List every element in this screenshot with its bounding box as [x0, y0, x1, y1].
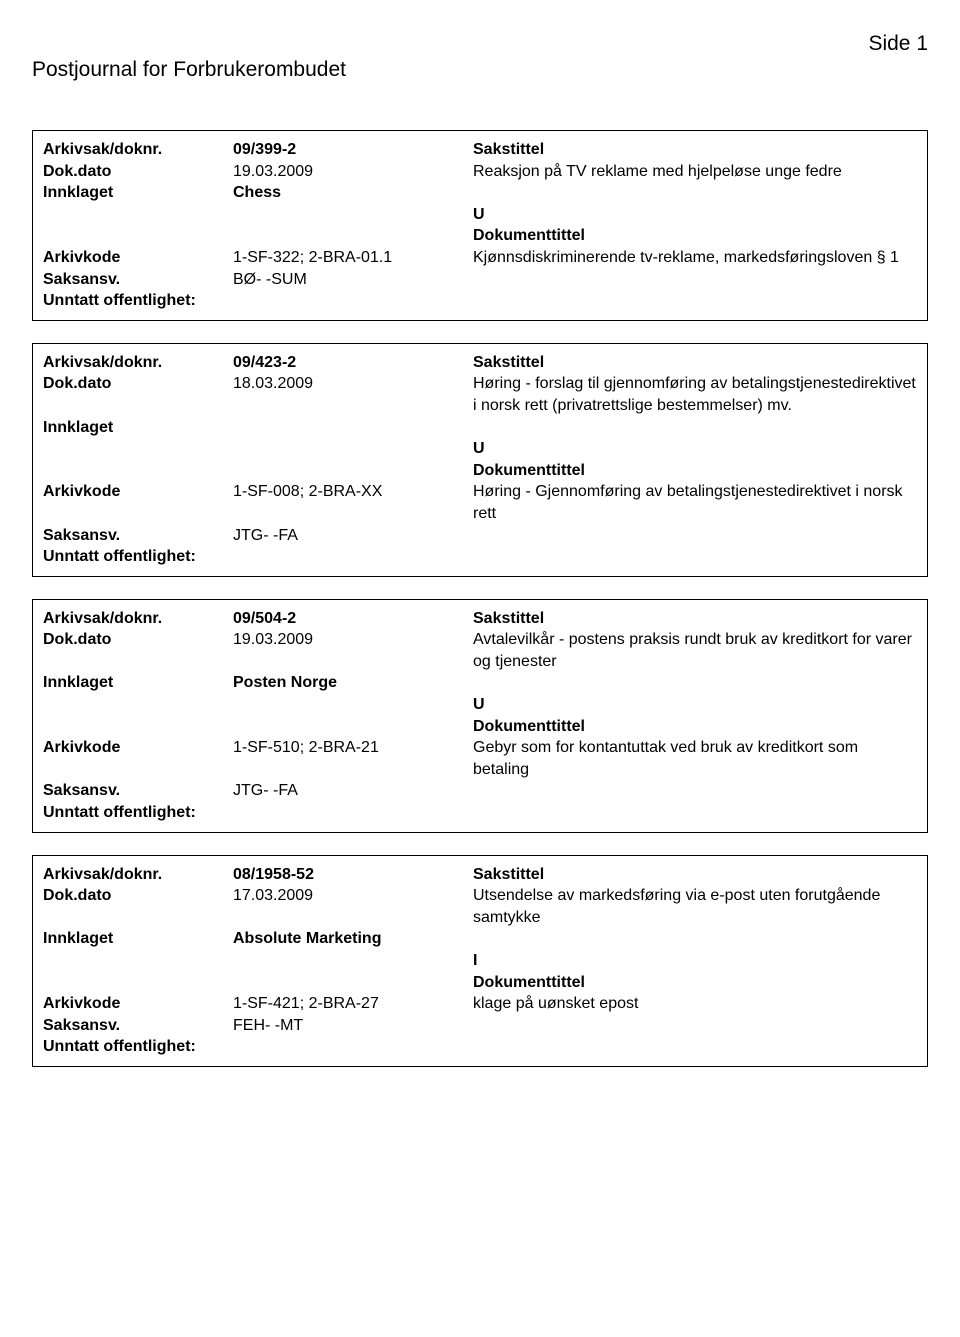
label-innklaget: Innklaget: [43, 417, 233, 439]
value-innklaget: Posten Norge: [233, 672, 473, 694]
label-sakstittel: Sakstittel: [473, 608, 917, 630]
value-innklaget: Absolute Marketing: [233, 928, 473, 950]
label-arkivsak: Arkivsak/doknr.: [43, 352, 233, 374]
label-arkivsak: Arkivsak/doknr.: [43, 608, 233, 630]
entries-container: Arkivsak/doknr. 09/399-2 Sakstittel Dok.…: [32, 130, 928, 1067]
value-dokdato: 19.03.2009: [233, 629, 473, 651]
label-saksansv: Saksansv.: [43, 780, 233, 802]
value-arkivsak: 09/423-2: [233, 352, 473, 374]
label-dokumenttittel: Dokumenttittel: [473, 460, 917, 482]
label-arkivsak: Arkivsak/doknr.: [43, 139, 233, 161]
label-arkivkode: Arkivkode: [43, 993, 233, 1015]
journal-entry: Arkivsak/doknr. 09/399-2 Sakstittel Dok.…: [32, 130, 928, 321]
value-innklaget: Chess: [233, 182, 473, 204]
label-innklaget: Innklaget: [43, 672, 233, 694]
value-dokumenttittel: Høring - Gjennomføring av betalingstjene…: [473, 481, 917, 524]
label-unntatt: Unntatt offentlighet:: [43, 546, 196, 568]
label-arkivkode: Arkivkode: [43, 737, 233, 759]
label-sakstittel: Sakstittel: [473, 139, 917, 161]
value-sakstittel: Avtalevilkår - postens praksis rundt bru…: [473, 629, 917, 672]
header-title: Postjournal for Forbrukerombudet: [32, 32, 346, 82]
header-page-number: Side 1: [868, 32, 928, 56]
value-sakstittel: Reaksjon på TV reklame med hjelpeløse un…: [473, 161, 917, 183]
value-dokumenttittel: klage på uønsket epost: [473, 993, 917, 1015]
value-arkivsak: 08/1958-52: [233, 864, 473, 886]
label-innklaget: Innklaget: [43, 182, 233, 204]
value-saksansv: FEH- -MT: [233, 1015, 473, 1037]
label-unntatt: Unntatt offentlighet:: [43, 290, 196, 312]
label-arkivsak: Arkivsak/doknr.: [43, 864, 233, 886]
page-header: Postjournal for Forbrukerombudet Side 1: [32, 32, 928, 82]
label-dokdato: Dok.dato: [43, 161, 233, 183]
journal-entry: Arkivsak/doknr. 08/1958-52 Sakstittel Do…: [32, 855, 928, 1067]
label-arkivkode: Arkivkode: [43, 247, 233, 269]
journal-entry: Arkivsak/doknr. 09/504-2 Sakstittel Dok.…: [32, 599, 928, 833]
value-doc-type: U: [473, 204, 917, 226]
value-dokdato: 18.03.2009: [233, 373, 473, 395]
value-sakstittel: Høring - forslag til gjennomføring av be…: [473, 373, 917, 416]
value-arkivkode: 1-SF-510; 2-BRA-21: [233, 737, 473, 759]
value-doc-type: U: [473, 438, 917, 460]
label-dokdato: Dok.dato: [43, 373, 233, 395]
label-unntatt: Unntatt offentlighet:: [43, 802, 196, 824]
label-dokumenttittel: Dokumenttittel: [473, 225, 917, 247]
label-sakstittel: Sakstittel: [473, 352, 917, 374]
value-arkivkode: 1-SF-421; 2-BRA-27: [233, 993, 473, 1015]
value-dokdato: 17.03.2009: [233, 885, 473, 907]
label-saksansv: Saksansv.: [43, 269, 233, 291]
value-saksansv: JTG- -FA: [233, 525, 473, 547]
label-dokdato: Dok.dato: [43, 885, 233, 907]
value-arkivsak: 09/399-2: [233, 139, 473, 161]
label-sakstittel: Sakstittel: [473, 864, 917, 886]
label-arkivkode: Arkivkode: [43, 481, 233, 503]
value-doc-type: U: [473, 694, 917, 716]
value-saksansv: BØ- -SUM: [233, 269, 473, 291]
value-arkivkode: 1-SF-322; 2-BRA-01.1: [233, 247, 473, 269]
label-dokdato: Dok.dato: [43, 629, 233, 651]
label-dokumenttittel: Dokumenttittel: [473, 972, 917, 994]
value-dokdato: 19.03.2009: [233, 161, 473, 183]
value-arkivsak: 09/504-2: [233, 608, 473, 630]
label-saksansv: Saksansv.: [43, 525, 233, 547]
label-dokumenttittel: Dokumenttittel: [473, 716, 917, 738]
label-saksansv: Saksansv.: [43, 1015, 233, 1037]
value-saksansv: JTG- -FA: [233, 780, 473, 802]
value-dokumenttittel: Gebyr som for kontantuttak ved bruk av k…: [473, 737, 917, 780]
value-dokumenttittel: Kjønnsdiskriminerende tv-reklame, marked…: [473, 247, 917, 269]
value-doc-type: I: [473, 950, 917, 972]
label-innklaget: Innklaget: [43, 928, 233, 950]
journal-entry: Arkivsak/doknr. 09/423-2 Sakstittel Dok.…: [32, 343, 928, 577]
value-sakstittel: Utsendelse av markedsføring via e-post u…: [473, 885, 917, 928]
value-arkivkode: 1-SF-008; 2-BRA-XX: [233, 481, 473, 503]
label-unntatt: Unntatt offentlighet:: [43, 1036, 196, 1058]
